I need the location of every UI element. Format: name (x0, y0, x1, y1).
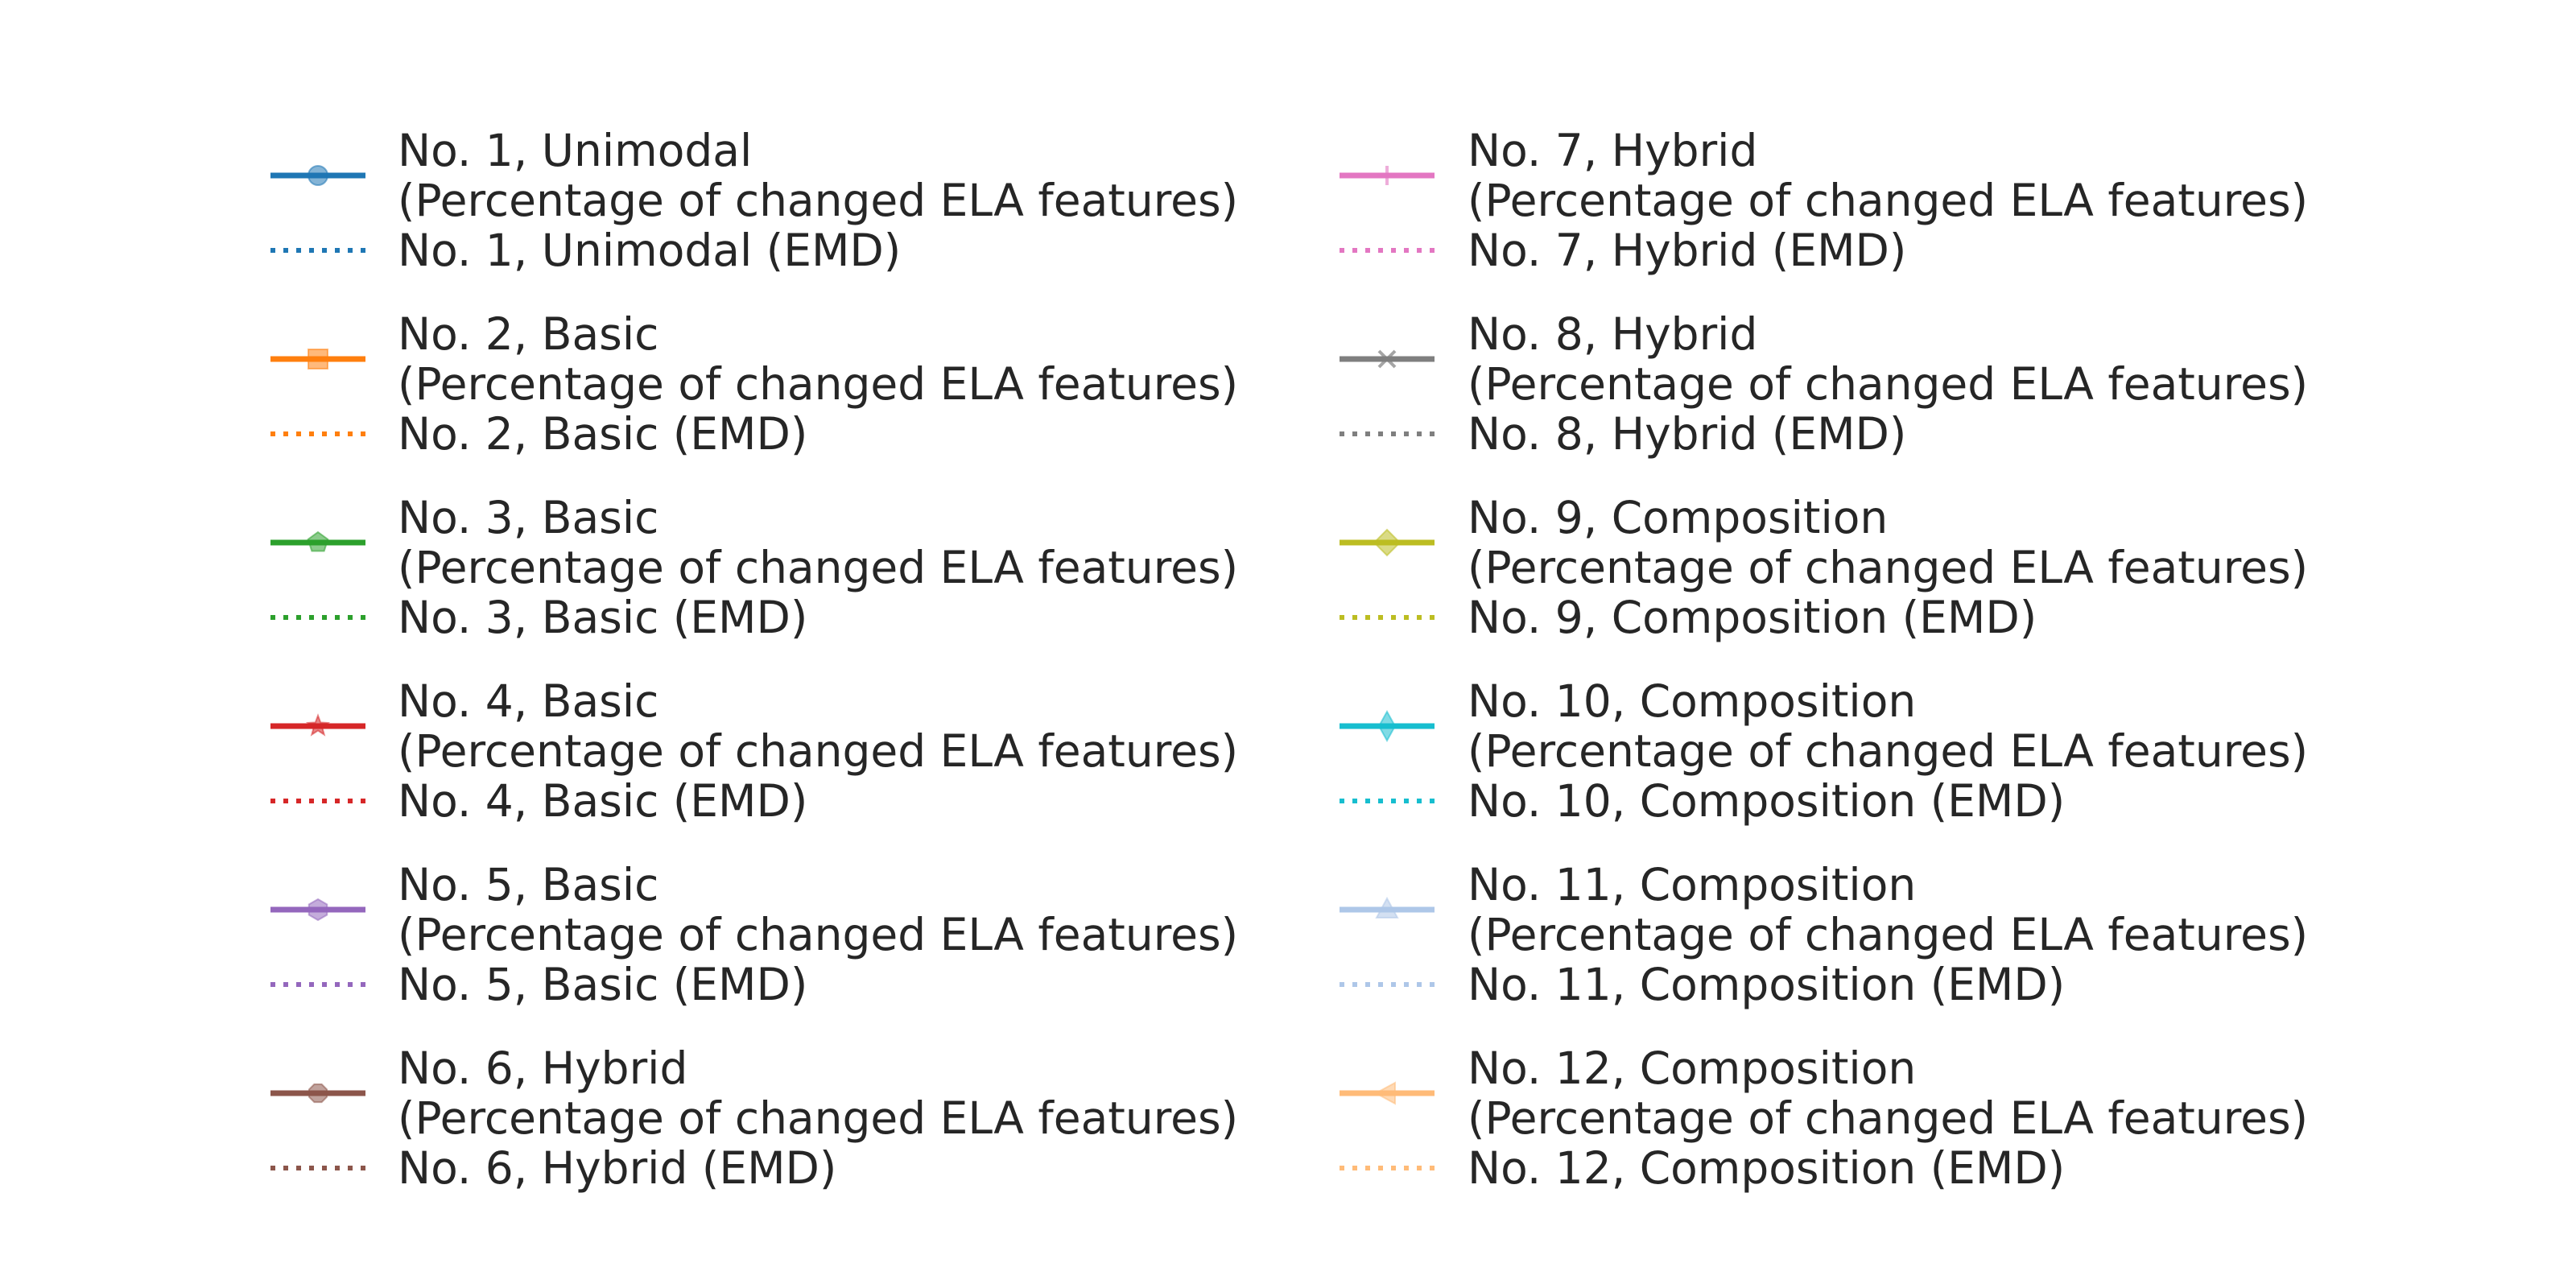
legend-marker (307, 530, 329, 552)
legend-marker (1373, 528, 1402, 557)
legend-label: No. 8, Hybrid (1468, 308, 1758, 360)
legend-label: No. 12, Composition (EMD) (1468, 1142, 2066, 1194)
legend-handle (1340, 982, 1435, 987)
legend-label: (Percentage of changed ELA features) (398, 175, 1239, 226)
legend-label: No. 2, Basic (EMD) (398, 408, 808, 460)
legend-label: (Percentage of changed ELA features) (398, 725, 1239, 777)
legend-label: (Percentage of changed ELA features) (1468, 725, 2309, 777)
legend-marker (1377, 349, 1397, 369)
legend-handle (1340, 615, 1435, 620)
legend-label: No. 7, Hybrid (1468, 125, 1758, 176)
legend-marker (308, 1083, 328, 1104)
legend-handle (270, 530, 365, 552)
legend-handle (270, 1083, 365, 1104)
legend-label: No. 7, Hybrid (EMD) (1468, 225, 1907, 276)
legend-label: (Percentage of changed ELA features) (1468, 175, 2309, 226)
legend-marker (308, 165, 328, 186)
legend-handle (1340, 799, 1435, 803)
legend-label: (Percentage of changed ELA features) (398, 1092, 1239, 1144)
legend-label: No. 2, Basic (398, 308, 659, 360)
legend-label: No. 6, Hybrid (398, 1042, 688, 1094)
legend-marker (308, 349, 328, 369)
legend-label: No. 1, Unimodal (EMD) (398, 225, 902, 276)
legend-label: No. 12, Composition (1468, 1042, 1917, 1094)
legend-handle (270, 248, 365, 253)
legend-label: No. 4, Basic (398, 675, 659, 727)
legend-label: (Percentage of changed ELA features) (398, 358, 1239, 410)
legend-handle (1340, 528, 1435, 557)
legend-handle (1340, 896, 1435, 919)
legend-handle (270, 982, 365, 987)
legend-label: No. 11, Composition (EMD) (1468, 959, 2066, 1010)
legend-handle (1340, 1166, 1435, 1170)
legend-handle (270, 615, 365, 620)
legend-marker (305, 713, 331, 737)
legend-handle (1340, 1081, 1435, 1105)
legend-marker (308, 898, 328, 922)
legend-handle (1340, 431, 1435, 436)
legend-label: No. 9, Composition (EMD) (1468, 592, 2037, 643)
legend-handle (270, 713, 365, 737)
legend-handle (1340, 166, 1435, 185)
legend-label: No. 8, Hybrid (EMD) (1468, 408, 1907, 460)
legend-handle (270, 799, 365, 803)
legend-handle (1340, 248, 1435, 253)
legend-label: (Percentage of changed ELA features) (1468, 909, 2309, 960)
legend-label: No. 3, Basic (398, 492, 659, 543)
legend-label: (Percentage of changed ELA features) (398, 909, 1239, 960)
legend-marker (1373, 1081, 1396, 1105)
legend-label: No. 5, Basic (398, 859, 659, 910)
legend-handle (270, 431, 365, 436)
legend-label: (Percentage of changed ELA features) (398, 542, 1239, 593)
legend-marker (1375, 896, 1399, 919)
legend-label: (Percentage of changed ELA features) (1468, 1092, 2309, 1144)
legend-label: No. 3, Basic (EMD) (398, 592, 808, 643)
legend-label: No. 9, Composition (1468, 492, 1889, 543)
legend-label: No. 4, Basic (EMD) (398, 775, 808, 827)
legend-label: No. 1, Unimodal (398, 125, 753, 176)
legend-label: (Percentage of changed ELA features) (1468, 542, 2309, 593)
legend-marker (1377, 166, 1397, 185)
legend-marker (1377, 709, 1397, 743)
legend-label: No. 11, Composition (1468, 859, 1917, 910)
legend-handle (1340, 709, 1435, 743)
legend-handle (270, 349, 365, 369)
legend-label: (Percentage of changed ELA features) (1468, 358, 2309, 410)
legend-label: No. 6, Hybrid (EMD) (398, 1142, 837, 1194)
legend-handle (270, 898, 365, 922)
legend-handle (270, 165, 365, 186)
legend-handle (270, 1166, 365, 1170)
legend-label: No. 10, Composition (1468, 675, 1917, 727)
legend-label: No. 5, Basic (EMD) (398, 959, 808, 1010)
legend-handle (1340, 349, 1435, 369)
legend-label: No. 10, Composition (EMD) (1468, 775, 2066, 827)
